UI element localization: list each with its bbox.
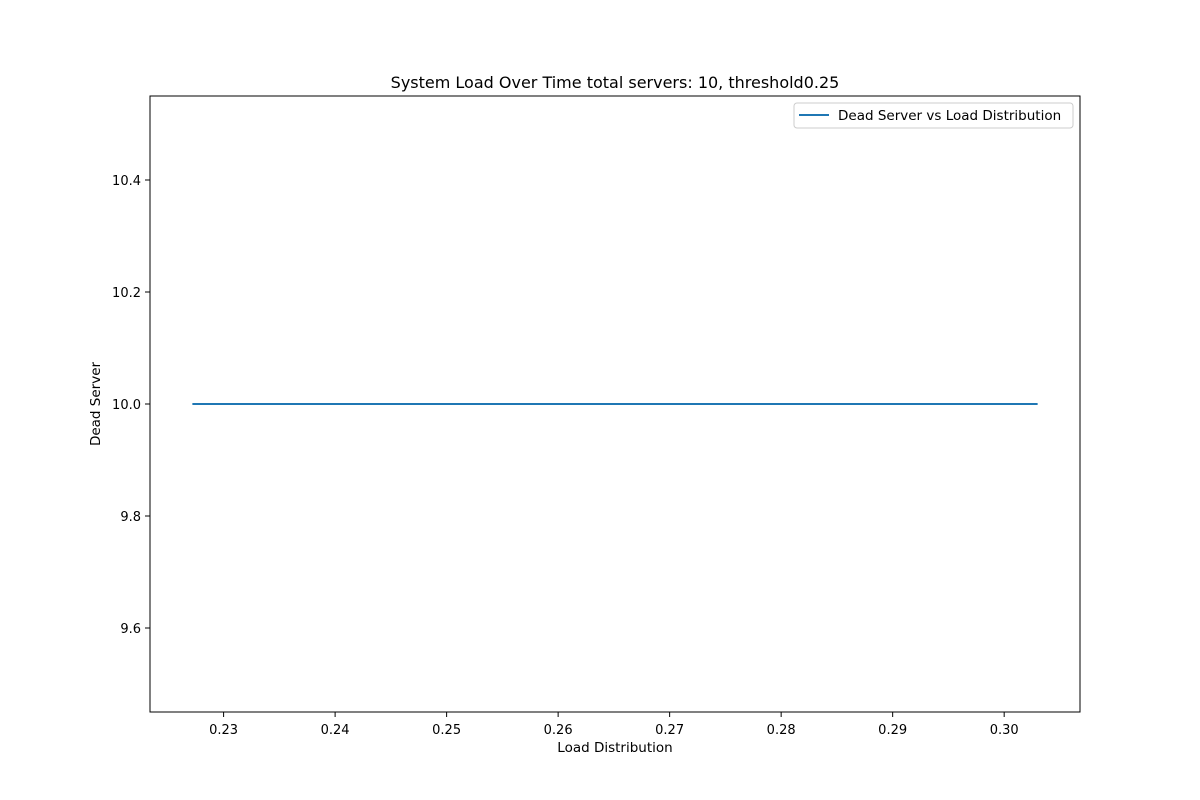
y-tick-label: 10.0 (112, 398, 141, 413)
y-tick-label: 10.4 (112, 174, 141, 189)
x-tick-label: 0.26 (544, 723, 573, 738)
x-tick-label: 0.30 (990, 723, 1019, 738)
x-axis-ticks: 0.23 0.24 0.25 0.26 0.27 0.28 0.29 0.30 (209, 712, 1019, 738)
y-axis-label: Dead Server (88, 362, 104, 447)
x-tick-label: 0.25 (432, 723, 461, 738)
x-tick-label: 0.27 (655, 723, 684, 738)
x-axis-label: Load Distribution (557, 740, 672, 756)
legend: Dead Server vs Load Distribution (793, 102, 1074, 129)
x-tick-label: 0.28 (767, 723, 796, 738)
legend-box (793, 102, 1074, 129)
y-tick-label: 10.2 (112, 286, 141, 301)
x-tick-label: 0.23 (209, 723, 238, 738)
y-axis-ticks: 9.6 9.8 10.0 10.2 10.4 (112, 174, 150, 637)
legend-label-dead-server: Dead Server vs Load Distribution (838, 108, 1061, 124)
chart-title: System Load Over Time total servers: 10,… (391, 73, 840, 92)
x-tick-label: 0.29 (878, 723, 907, 738)
y-tick-label: 9.8 (120, 510, 141, 525)
x-tick-label: 0.24 (321, 723, 350, 738)
y-tick-label: 9.6 (120, 622, 141, 637)
